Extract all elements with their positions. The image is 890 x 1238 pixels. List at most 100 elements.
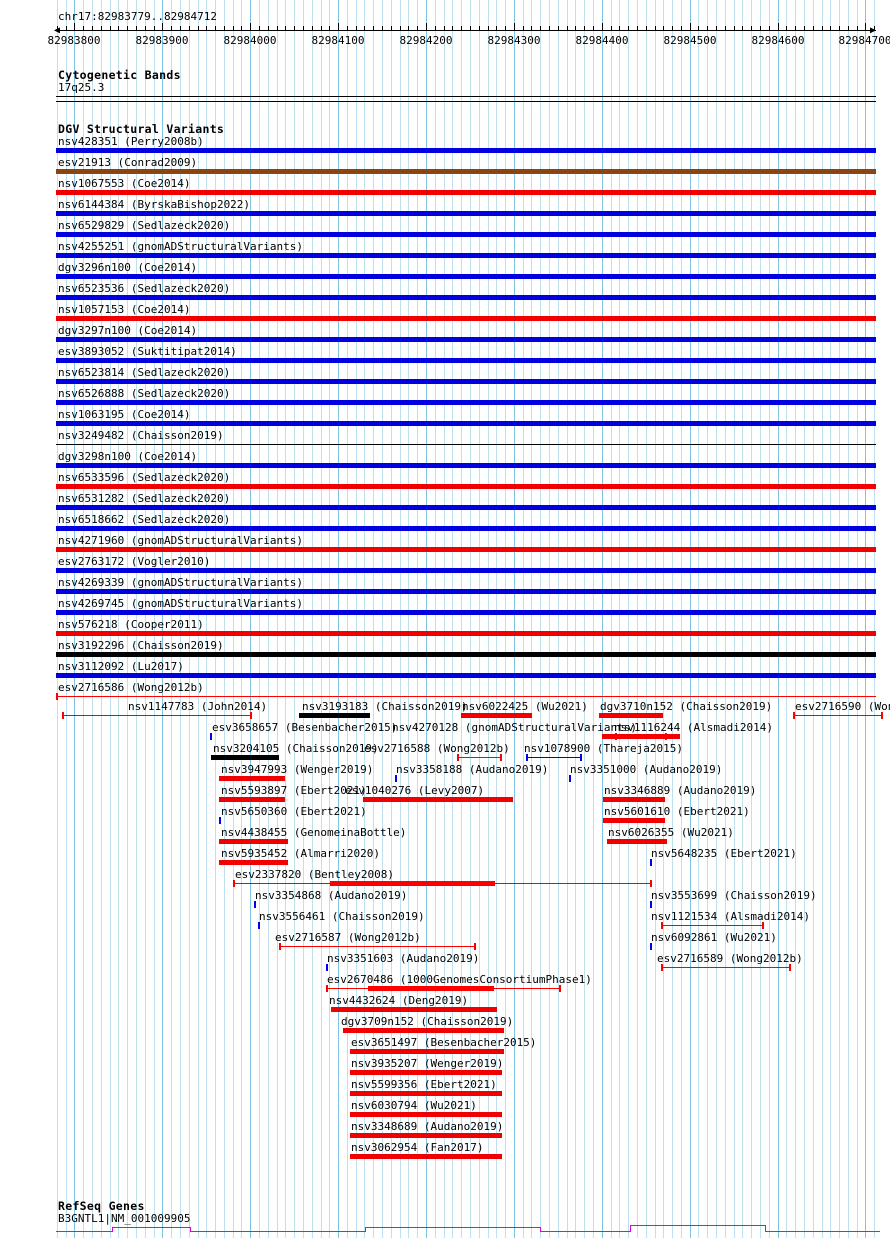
variant-label[interactable]: nsv3249482 (Chaisson2019) xyxy=(58,429,224,442)
variant-bar[interactable] xyxy=(350,1154,502,1159)
variant-bar[interactable] xyxy=(56,673,876,678)
variant-bar[interactable] xyxy=(56,589,876,594)
variant-bar[interactable] xyxy=(56,190,876,195)
variant-label[interactable]: nsv3947993 (Wenger2019) xyxy=(221,763,374,776)
variant-label[interactable]: nsv3351000 (Audano2019) xyxy=(570,763,723,776)
variant-bar[interactable] xyxy=(56,337,876,342)
gene-intron-line[interactable] xyxy=(112,1227,190,1228)
variant-label[interactable]: nsv428351 (Perry2008b) xyxy=(58,135,204,148)
variant-point-marker[interactable] xyxy=(219,817,221,824)
variant-label[interactable]: esv2716589 (Wong2012b) xyxy=(657,952,803,965)
gene-intron-line[interactable] xyxy=(540,1231,630,1232)
variant-bar[interactable] xyxy=(56,652,876,657)
variant-label[interactable]: nsv3112092 (Lu2017) xyxy=(58,660,184,673)
variant-label[interactable]: nsv3193183 (Chaisson2019) xyxy=(302,700,468,713)
variant-label[interactable]: dgv3710n152 (Chaisson2019) xyxy=(600,700,773,713)
variant-label[interactable]: nsv4255251 (gnomADStructuralVariants) xyxy=(58,240,304,253)
variant-label[interactable]: nsv1147783 (John2014) xyxy=(128,700,268,713)
variant-point-marker[interactable] xyxy=(254,901,256,908)
variant-bar[interactable] xyxy=(219,797,285,802)
variant-label[interactable]: nsv5650360 (Ebert2021) xyxy=(221,805,367,818)
variant-label[interactable]: dgv3709n152 (Chaisson2019) xyxy=(341,1015,514,1028)
gene-intron-line[interactable] xyxy=(765,1231,880,1232)
variant-bar[interactable] xyxy=(56,421,876,426)
variant-label[interactable]: esv2716588 (Wong2012b) xyxy=(364,742,510,755)
variant-bar[interactable] xyxy=(56,148,876,153)
variant-bar[interactable] xyxy=(56,463,876,468)
variant-bar[interactable] xyxy=(350,1049,504,1054)
variant-label[interactable]: dgv3296n100 (Coe2014) xyxy=(58,261,198,274)
variant-bar[interactable] xyxy=(56,444,876,445)
variant-label[interactable]: nsv576218 (Cooper2011) xyxy=(58,618,204,631)
gene-intron-line[interactable] xyxy=(190,1231,365,1232)
variant-bar[interactable] xyxy=(219,860,288,865)
variant-label[interactable]: nsv3062954 (Fan2017) xyxy=(351,1141,484,1154)
variant-span-line[interactable] xyxy=(661,925,764,926)
variant-bar[interactable] xyxy=(56,316,876,321)
variant-label[interactable]: nsv4438455 (GenomeinaBottle) xyxy=(221,826,407,839)
variant-span-line[interactable] xyxy=(279,946,476,947)
gene-intron-line[interactable] xyxy=(630,1225,765,1226)
variant-bar[interactable] xyxy=(219,776,285,781)
variant-bar[interactable] xyxy=(56,379,876,384)
variant-bar[interactable] xyxy=(56,232,876,237)
variant-label[interactable]: nsv1121534 (Alsmadi2014) xyxy=(651,910,810,923)
variant-label[interactable]: nsv4269745 (gnomADStructuralVariants) xyxy=(58,597,304,610)
variant-bar[interactable] xyxy=(461,713,532,718)
variant-label[interactable]: esv21913 (Conrad2009) xyxy=(58,156,198,169)
variant-point-marker[interactable] xyxy=(395,775,397,782)
variant-bar[interactable] xyxy=(56,484,876,489)
variant-point-marker[interactable] xyxy=(650,943,652,950)
variant-label[interactable]: esv2716586 (Wong2012b) xyxy=(58,681,204,694)
variant-span-line[interactable] xyxy=(62,715,252,716)
variant-label[interactable]: nsv1063195 (Coe2014) xyxy=(58,408,191,421)
variant-label[interactable]: esv3893052 (Suktitipat2014) xyxy=(58,345,237,358)
variant-inner-bar[interactable] xyxy=(368,986,494,991)
variant-bar[interactable] xyxy=(607,839,667,844)
variant-bar[interactable] xyxy=(56,295,876,300)
variant-label[interactable]: nsv6022425 (Wu2021) xyxy=(462,700,588,713)
variant-label[interactable]: nsv1067553 (Coe2014) xyxy=(58,177,191,190)
variant-label[interactable]: nsv3192296 (Chaisson2019) xyxy=(58,639,224,652)
variant-bar[interactable] xyxy=(56,547,876,552)
variant-label[interactable]: esv1040276 (Levy2007) xyxy=(345,784,485,797)
variant-label[interactable]: esv2716587 (Wong2012b) xyxy=(275,931,421,944)
variant-label[interactable]: nsv5648235 (Ebert2021) xyxy=(651,847,797,860)
variant-bar[interactable] xyxy=(350,1070,502,1075)
variant-point-marker[interactable] xyxy=(258,922,260,929)
variant-point-marker[interactable] xyxy=(210,733,212,740)
variant-label[interactable]: nsv3556461 (Chaisson2019) xyxy=(259,910,425,923)
variant-point-marker[interactable] xyxy=(650,901,652,908)
variant-point-marker[interactable] xyxy=(569,775,571,782)
variant-bar[interactable] xyxy=(599,713,663,718)
variant-label[interactable]: nsv4432624 (Deng2019) xyxy=(329,994,469,1007)
variant-bar[interactable] xyxy=(56,169,876,174)
variant-bar[interactable] xyxy=(56,526,876,531)
variant-bar[interactable] xyxy=(56,568,876,573)
variant-label[interactable]: nsv6030794 (Wu2021) xyxy=(351,1099,477,1112)
variant-label[interactable]: nsv1057153 (Coe2014) xyxy=(58,303,191,316)
variant-label[interactable]: nsv6026355 (Wu2021) xyxy=(608,826,734,839)
variant-label[interactable]: nsv6092861 (Wu2021) xyxy=(651,931,777,944)
variant-label[interactable]: nsv3553699 (Chaisson2019) xyxy=(651,889,817,902)
variant-span-line[interactable] xyxy=(661,967,791,968)
variant-label[interactable]: dgv3297n100 (Coe2014) xyxy=(58,324,198,337)
variant-label[interactable]: nsv4269339 (gnomADStructuralVariants) xyxy=(58,576,304,589)
variant-bar[interactable] xyxy=(56,253,876,258)
variant-inner-bar[interactable] xyxy=(330,881,495,886)
variant-bar[interactable] xyxy=(350,1091,502,1096)
variant-bar[interactable] xyxy=(56,211,876,216)
variant-label[interactable]: nsv6531282 (Sedlazeck2020) xyxy=(58,492,231,505)
variant-bar[interactable] xyxy=(56,358,876,363)
variant-bar[interactable] xyxy=(56,610,876,615)
variant-bar[interactable] xyxy=(56,505,876,510)
variant-label[interactable]: nsv5935452 (Almarri2020) xyxy=(221,847,380,860)
variant-label[interactable]: nsv5601610 (Ebert2021) xyxy=(604,805,750,818)
gene-intron-line[interactable] xyxy=(56,1231,112,1232)
variant-label[interactable]: esv3651497 (Besenbacher2015) xyxy=(351,1036,537,1049)
variant-label[interactable]: nsv4270128 (gnomADStructuralVariants) xyxy=(392,721,638,734)
variant-bar[interactable] xyxy=(56,696,876,697)
variant-bar[interactable] xyxy=(56,274,876,279)
variant-label[interactable]: esv2670486 (1000GenomesConsortiumPhase1) xyxy=(327,973,592,986)
variant-bar[interactable] xyxy=(219,839,288,844)
